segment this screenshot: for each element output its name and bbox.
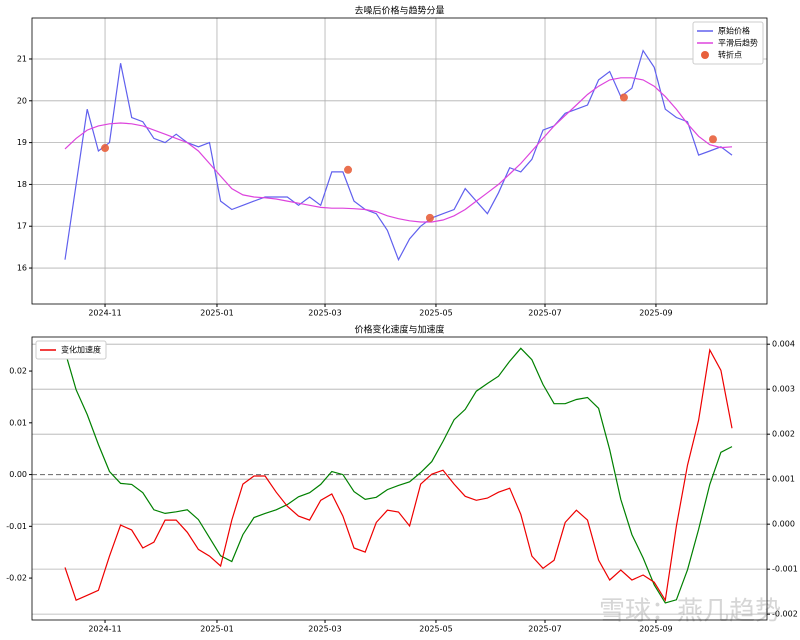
series-line (64, 347, 733, 604)
legend-label: 原始价格 (718, 26, 750, 36)
x-tick-label: 2025-07 (528, 625, 561, 634)
legend-label: 转折点 (718, 50, 742, 60)
y-tick-label: 18 (17, 180, 27, 189)
legend-marker (701, 51, 709, 59)
turning-point (101, 144, 110, 153)
chart-title: 价格变化速度与加速度 (354, 324, 444, 336)
y2-tick-label: -0.001 (772, 565, 798, 574)
series-line (64, 49, 733, 262)
x-tick-label: 2024-11 (88, 309, 121, 318)
y-tick-label: 19 (17, 138, 27, 147)
y-tick-label: 16 (17, 264, 27, 273)
y-tick-label: -0.02 (6, 574, 27, 583)
plot-frame (31, 17, 768, 305)
y-tick-label: 17 (17, 222, 27, 231)
x-tick-label: 2025-03 (308, 309, 341, 318)
y-tick-label: 0.02 (9, 367, 27, 376)
y2-tick-label: 0.001 (772, 475, 795, 484)
y-tick-label: 0.01 (9, 418, 27, 427)
legend-box (692, 21, 764, 65)
series-line (64, 348, 733, 602)
legend-label: 平滑后趋势 (718, 38, 758, 48)
x-tick-label: 2025-03 (308, 625, 341, 634)
y2-tick-label: 0.004 (772, 340, 795, 349)
x-tick-label: 2024-11 (88, 625, 121, 634)
x-tick-label: 2025-05 (419, 309, 452, 318)
y-tick-label: 20 (17, 96, 27, 105)
chart-title: 去噪后价格与趋势分量 (354, 5, 444, 17)
x-tick-label: 2025-09 (639, 625, 672, 634)
turning-point (708, 135, 717, 144)
y2-tick-label: -0.002 (772, 610, 798, 619)
turning-point (425, 213, 434, 222)
x-tick-label: 2025-09 (639, 309, 672, 318)
y2-tick-label: 0.000 (772, 520, 795, 529)
series-line (64, 77, 733, 223)
x-tick-label: 2025-05 (419, 625, 452, 634)
turning-point (619, 93, 628, 102)
x-tick-label: 2025-07 (528, 309, 561, 318)
x-tick-label: 2025-01 (200, 625, 233, 634)
y2-tick-label: 0.002 (772, 430, 795, 439)
plot-frame (31, 336, 768, 621)
y-tick-label: 0.00 (9, 470, 27, 479)
watermark: 雪球：燕几趋势 (599, 597, 781, 627)
legend-box (35, 340, 107, 360)
y-tick-label: -0.01 (6, 522, 27, 531)
turning-point (344, 165, 353, 174)
y2-tick-label: 0.003 (772, 385, 795, 394)
y-tick-label: 21 (17, 54, 27, 63)
x-tick-label: 2025-01 (200, 309, 233, 318)
legend-label: 变化加速度 (61, 345, 101, 355)
